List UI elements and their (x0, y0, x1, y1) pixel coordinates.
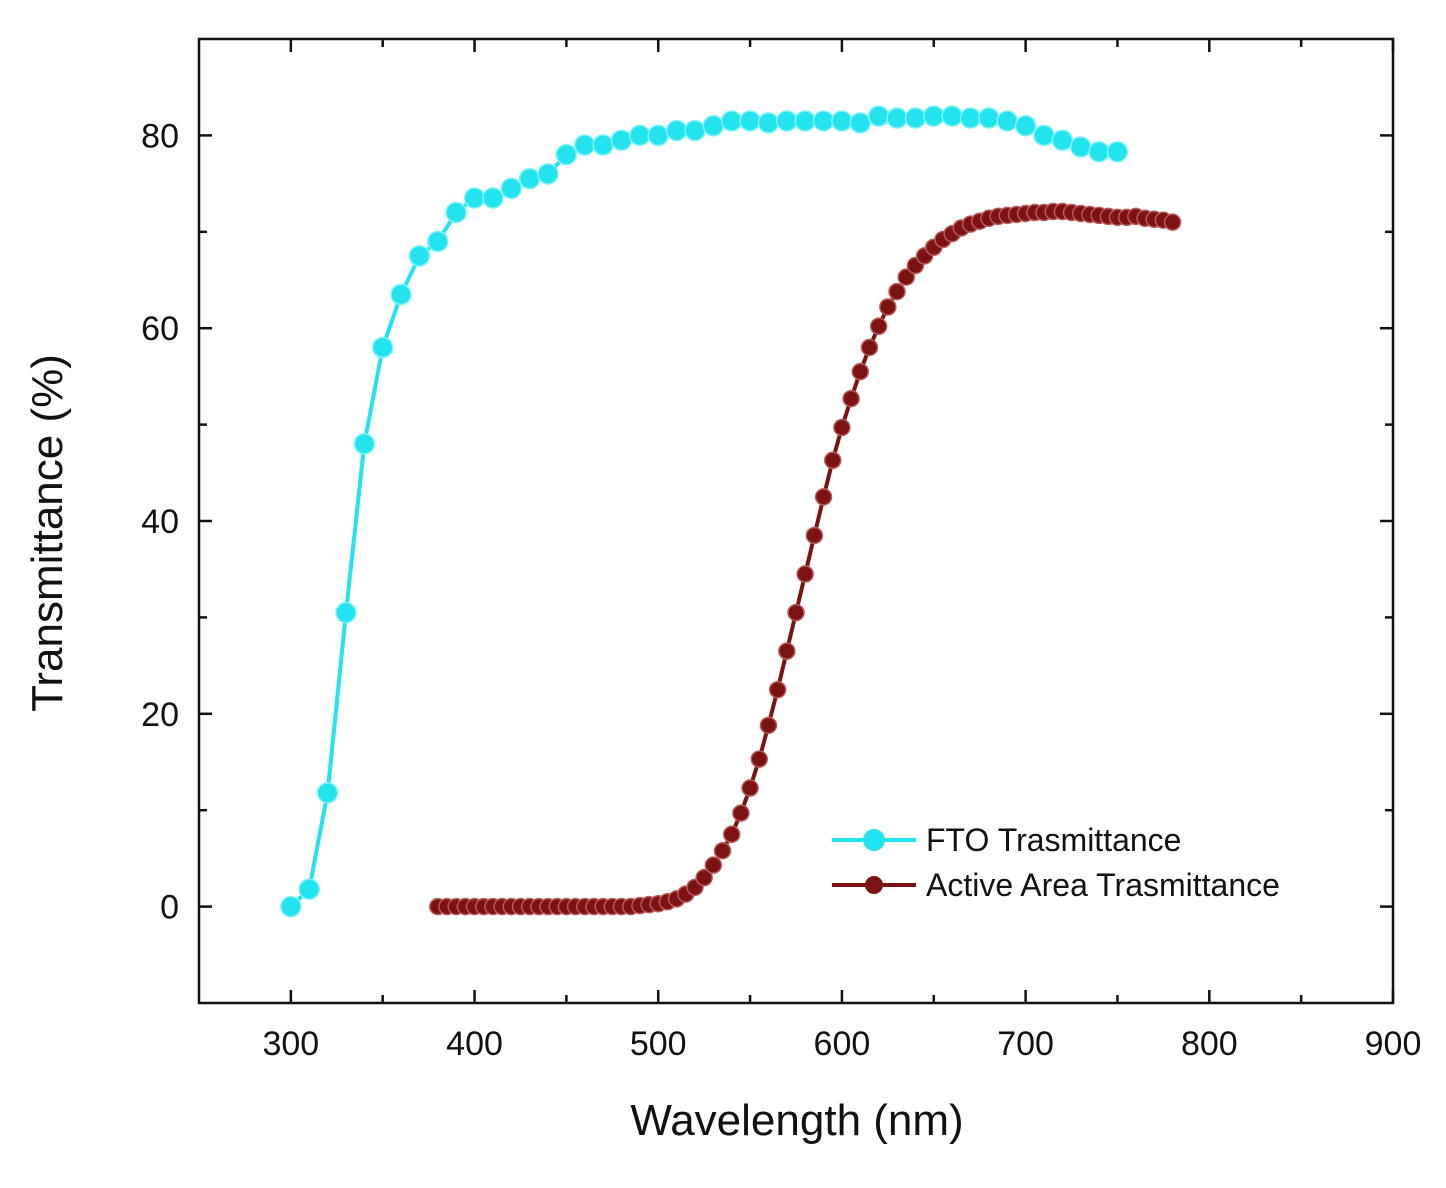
data-point (1051, 129, 1074, 151)
data-point (787, 603, 805, 622)
data-point (978, 107, 1000, 129)
data-point (574, 134, 596, 156)
data-point (427, 230, 449, 253)
x-tick-label: 900 (1365, 1025, 1422, 1063)
data-point (555, 143, 578, 166)
data-point (1069, 136, 1092, 158)
data-point (805, 526, 824, 545)
legend-marker (863, 829, 885, 851)
data-point (592, 134, 614, 156)
data-point (371, 336, 394, 359)
data-point (757, 112, 780, 134)
data-point (390, 283, 412, 306)
data-point (833, 418, 851, 437)
data-point (732, 804, 750, 822)
data-point (1106, 141, 1129, 163)
data-point (610, 129, 633, 151)
y-tick-label: 80 (141, 117, 179, 155)
data-point (778, 642, 796, 660)
data-point (776, 110, 798, 132)
legend-marker (865, 876, 883, 894)
data-point (886, 107, 908, 129)
series-active-area (429, 202, 1182, 916)
legend-label: FTO Trasmittance (926, 822, 1181, 858)
data-point (823, 451, 842, 470)
data-point (941, 105, 963, 127)
data-point (629, 124, 651, 147)
y-tick-label: 0 (160, 889, 179, 927)
data-point (518, 168, 541, 190)
x-tick-label: 700 (997, 1025, 1054, 1063)
axes-group: 300 400 500 600 700 800 900 0 20 40 60 80 (141, 37, 1422, 1063)
data-point (702, 115, 725, 137)
data-point (482, 187, 504, 209)
data-point (867, 105, 890, 127)
x-tick-label: 300 (262, 1025, 319, 1063)
data-point (759, 716, 778, 735)
legend: FTO Trasmittance Active Area Trasmittance (832, 822, 1280, 903)
data-point (704, 856, 723, 874)
x-tick-label: 400 (446, 1025, 503, 1063)
data-point (879, 298, 897, 316)
y-tick-label: 40 (141, 503, 179, 541)
data-point (831, 110, 853, 132)
x-axis-title: Wavelength (nm) (630, 1096, 963, 1145)
data-point (814, 488, 833, 506)
x-tick-label: 500 (630, 1025, 687, 1063)
data-point (869, 317, 888, 336)
data-point (1014, 115, 1037, 137)
data-point (959, 107, 982, 129)
data-point (996, 110, 1018, 132)
data-point (353, 433, 376, 455)
data-point (537, 163, 559, 185)
data-point (741, 779, 759, 797)
x-tick-label: 800 (1181, 1025, 1238, 1063)
data-point (812, 110, 835, 132)
data-point (796, 565, 814, 583)
y-axis-title: Transmittance (%) (23, 354, 72, 712)
series-fto (280, 105, 1129, 918)
data-point (408, 245, 431, 267)
data-point (842, 389, 860, 408)
data-point (768, 680, 787, 699)
data-point (851, 362, 870, 381)
data-point (739, 110, 761, 132)
data-point (1033, 124, 1055, 147)
data-point (923, 105, 945, 127)
data-point (794, 110, 816, 132)
legend-label: Active Area Trasmittance (926, 867, 1280, 903)
data-point (695, 868, 713, 887)
series-group (280, 105, 1182, 918)
data-point (750, 750, 769, 768)
data-point (860, 338, 879, 357)
data-point (720, 110, 743, 132)
data-point (684, 119, 706, 142)
data-point (713, 841, 732, 860)
data-point (500, 177, 523, 200)
data-point (298, 878, 320, 900)
data-point (888, 282, 906, 301)
y-tick-label: 60 (141, 310, 179, 348)
data-point (647, 124, 669, 147)
data-point (904, 107, 927, 129)
data-point (280, 895, 302, 918)
data-point (1163, 213, 1182, 231)
y-tick-label: 20 (141, 696, 179, 734)
data-point (897, 268, 915, 286)
data-point (722, 825, 741, 844)
data-point (665, 119, 688, 142)
data-point (1088, 141, 1110, 163)
data-point (445, 201, 467, 224)
x-tick-label: 600 (814, 1025, 871, 1063)
data-point (316, 782, 339, 804)
data-point (335, 601, 357, 624)
data-point (463, 187, 486, 209)
data-point (849, 112, 872, 134)
